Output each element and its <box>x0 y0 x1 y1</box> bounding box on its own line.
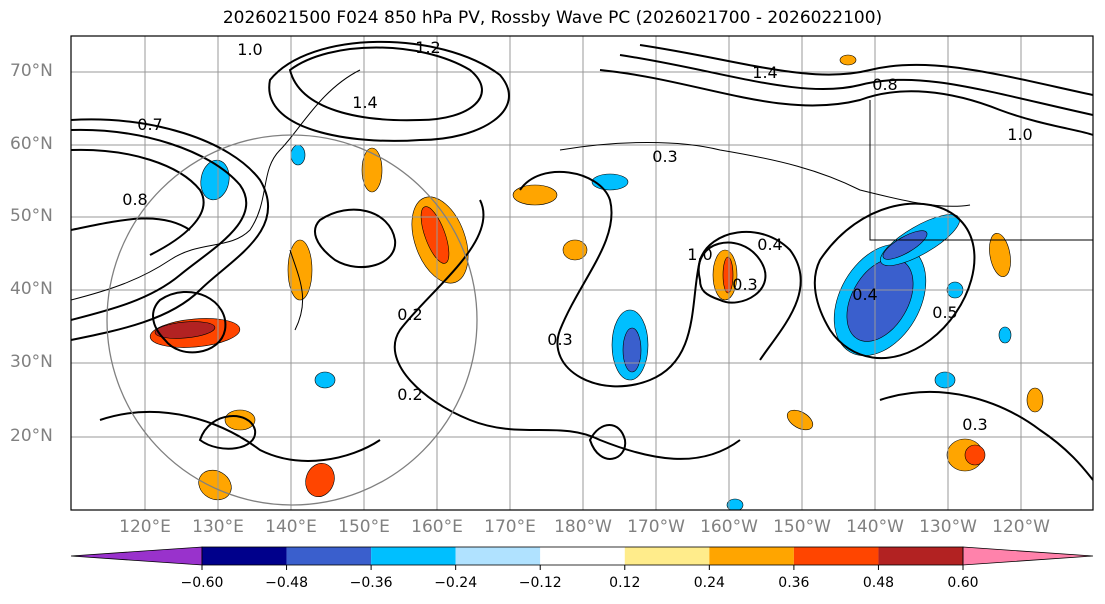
colorbar-segment <box>286 547 372 565</box>
colorbar-frame <box>201 546 964 566</box>
contour-label: 0.2 <box>397 385 422 404</box>
contour-label: 0.4 <box>852 285 877 304</box>
lat-label: 50°N <box>10 206 53 226</box>
anomaly-region <box>290 144 306 166</box>
lon-label: 120°W <box>992 517 1050 537</box>
contour-label: 1.0 <box>237 40 262 59</box>
anomaly-region <box>1026 387 1044 413</box>
lon-label: 150°E <box>338 517 390 537</box>
contour-label: 0.4 <box>757 235 782 254</box>
colorbar-segment <box>540 547 625 565</box>
colorbar-segment <box>624 547 710 565</box>
contour-label: 1.0 <box>687 245 712 264</box>
lon-label: 180°W <box>554 517 612 537</box>
colorbar-tick-label: −0.60 <box>180 575 224 591</box>
anomaly-region <box>722 256 734 294</box>
map-frame <box>70 35 1094 511</box>
anomaly-region <box>591 173 629 191</box>
colorbar-tick-label: 0.12 <box>609 575 641 591</box>
colorbar-tick-label: −0.48 <box>265 575 308 591</box>
lon-label: 130°E <box>192 517 244 537</box>
colorbar <box>70 546 1094 570</box>
lon-label: 130°W <box>919 517 977 537</box>
anomaly-region <box>224 409 256 431</box>
anomaly-region <box>512 184 558 206</box>
lon-label: 150°W <box>773 517 831 537</box>
colorbar-segment <box>202 547 287 565</box>
colorbar-tick-label: −0.36 <box>349 575 393 591</box>
anomaly-region <box>934 371 956 389</box>
colorbar-tick-label: 0.24 <box>693 575 725 591</box>
colorbar-tick-label: −0.12 <box>518 575 562 591</box>
lat-label: 60°N <box>10 134 53 154</box>
contour-label: 0.3 <box>732 275 757 294</box>
lon-label: 160°E <box>411 517 463 537</box>
anomaly-region <box>726 498 744 510</box>
anomaly-region <box>622 327 642 373</box>
colorbar-extend-low <box>70 546 203 566</box>
lat-label: 30°N <box>10 352 53 372</box>
anomaly-region <box>198 469 232 501</box>
lon-label: 160°W <box>700 517 758 537</box>
colorbar-tick-label: 0.36 <box>778 575 810 591</box>
lat-label: 40°N <box>10 279 53 299</box>
lat-label: 70°N <box>10 61 53 81</box>
graticule <box>71 36 1093 510</box>
colorbar-extend-high <box>962 546 1094 566</box>
lon-label: 140°W <box>846 517 904 537</box>
contour-label: 0.3 <box>652 147 677 166</box>
anomaly-region <box>839 54 857 66</box>
contour-label: 0.7 <box>137 115 162 134</box>
anomaly-region <box>361 147 383 193</box>
lon-label: 140°E <box>265 517 317 537</box>
contour-label: 0.8 <box>122 190 147 209</box>
colorbar-segment <box>455 547 541 565</box>
lon-label: 170°E <box>484 517 536 537</box>
colorbar-segment <box>371 547 456 565</box>
anomaly-region <box>998 326 1012 344</box>
anomaly-region <box>420 206 450 264</box>
colorbar-tick-label: 0.48 <box>862 575 895 591</box>
anomaly-region <box>314 371 336 389</box>
contour-label: 1.4 <box>752 63 777 82</box>
map-title: 2026021500 F024 850 hPa PV, Rossby Wave … <box>222 8 883 28</box>
colorbar-segment <box>793 547 879 565</box>
anomaly-region <box>882 230 928 260</box>
anomaly-region <box>305 463 335 497</box>
contour-label: 0.5 <box>932 303 957 322</box>
contour-label: 0.2 <box>397 305 422 324</box>
pv-contours <box>71 40 1093 481</box>
contour-label: 0.3 <box>547 330 572 349</box>
contour-labels: 1.0 1.2 1.4 1.4 1.0 0.8 0.3 1.0 0.4 0.3 0.4 0.5 0.3 0… <box>122 38 1032 434</box>
anomaly-region <box>964 444 986 466</box>
anomaly-region <box>562 239 588 261</box>
anomaly-shading <box>149 54 1044 510</box>
contour-label: 0.8 <box>872 75 897 94</box>
colorbar-segment <box>878 547 963 565</box>
colorbar-tick-label: −0.24 <box>434 575 478 591</box>
lat-label: 20°N <box>10 426 53 446</box>
anomaly-region <box>786 409 814 431</box>
contour-label: 1.2 <box>415 38 440 57</box>
contour-label: 1.0 <box>1007 125 1032 144</box>
reference-circle <box>106 134 478 506</box>
lon-label: 120°E <box>119 517 171 537</box>
colorbar-segment <box>709 547 794 565</box>
anomaly-region <box>287 239 313 301</box>
coastlines <box>71 69 1093 331</box>
contour-label: 1.4 <box>352 93 377 112</box>
anomaly-region <box>154 321 216 339</box>
contour-label: 0.3 <box>962 415 987 434</box>
colorbar-tick-label: 0.60 <box>947 575 979 591</box>
lon-label: 170°W <box>627 517 685 537</box>
anomaly-region <box>989 232 1011 278</box>
